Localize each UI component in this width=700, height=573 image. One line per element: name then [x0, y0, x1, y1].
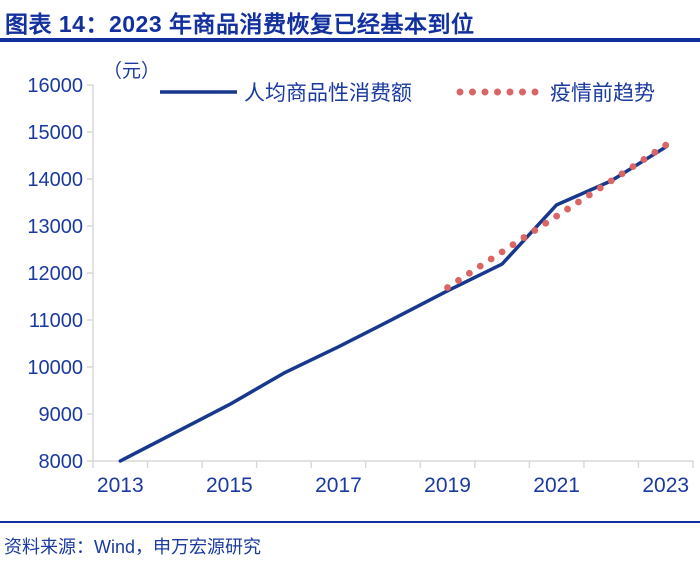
chart-area: 8000 9000 10000 11000 12000 13000 14000 15000 16…	[0, 55, 700, 515]
y-tick-label: 14000	[27, 169, 83, 191]
trend-dot	[651, 148, 659, 156]
y-tick-label: 8000	[39, 451, 84, 473]
y-tick-label: 9000	[39, 404, 84, 426]
trend-dot	[662, 141, 670, 149]
x-tick-label: 2019	[424, 474, 471, 497]
trend-dot	[509, 241, 517, 249]
legend-dot-swatch	[506, 88, 514, 96]
legend-label-consumption: 人均商品性消费额	[244, 82, 412, 105]
x-tick-label: 2017	[315, 474, 362, 497]
source-note: 资料来源：Wind，申万宏源研究	[4, 537, 262, 557]
x-tick-label: 2015	[206, 474, 253, 497]
y-tick-label: 12000	[27, 263, 83, 285]
trend-dot	[564, 205, 571, 213]
legend-label-trend: 疫情前趋势	[550, 82, 655, 105]
trend-dot	[465, 269, 473, 277]
y-tick-label: 16000	[27, 75, 83, 97]
trend-dot	[476, 262, 484, 270]
trend-dot	[629, 163, 637, 170]
y-tick-label: 15000	[27, 122, 83, 144]
trend-dot	[640, 156, 648, 163]
trend-dot	[607, 177, 615, 185]
y-tick-label: 13000	[27, 216, 83, 238]
footer-divider	[0, 521, 700, 523]
legend-dot-swatch	[494, 88, 501, 96]
trend-dot	[498, 248, 506, 256]
legend-dot-swatch	[531, 88, 539, 96]
x-tick-label: 2023	[642, 474, 689, 497]
trend-dot	[618, 170, 626, 178]
x-tick-label: 2021	[533, 474, 580, 497]
legend-dot-swatch	[481, 88, 489, 96]
legend-dot-swatch	[456, 88, 464, 96]
trend-dot	[542, 219, 550, 227]
title-underline	[0, 38, 700, 42]
trend-dot	[487, 255, 495, 263]
legend-dot-swatch	[519, 88, 526, 96]
trend-dot	[596, 184, 604, 192]
x-tick-label: 2013	[97, 474, 144, 497]
trend-dot	[575, 198, 582, 206]
series-line-consumption	[118, 145, 668, 463]
figure-title: 图表 14：2023 年商品消费恢复已经基本到位	[5, 11, 475, 37]
trend-dot	[553, 212, 561, 220]
legend-dot-swatch	[469, 88, 476, 96]
trend-dot	[531, 227, 539, 234]
y-tick-label: 10000	[27, 357, 83, 379]
unit-label: （元）	[103, 60, 160, 82]
trend-dot	[455, 277, 462, 284]
line-chart: 8000 9000 10000 11000 12000 13000 14000 15000 16…	[27, 60, 694, 497]
y-tick-label: 11000	[29, 310, 83, 332]
trend-dot	[585, 191, 593, 199]
trend-dot	[520, 234, 528, 241]
trend-dot	[444, 284, 451, 291]
